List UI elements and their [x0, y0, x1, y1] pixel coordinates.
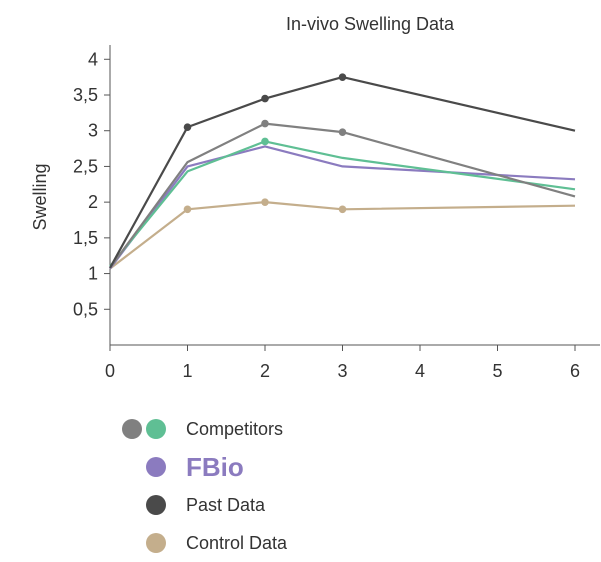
legend-label: Competitors — [186, 418, 284, 439]
axes — [109, 45, 600, 346]
series-line-fbio — [109, 145, 576, 270]
x-tick-label: 4 — [415, 361, 425, 381]
data-point-competitor-green — [261, 137, 269, 146]
x-tick-label: 5 — [492, 361, 502, 381]
x-tick-label: 3 — [337, 361, 347, 381]
data-point-competitor-gray — [338, 128, 347, 136]
series-line-competitor-gray — [109, 122, 576, 269]
data-point-competitor-gray — [261, 119, 269, 128]
series-control — [109, 198, 576, 270]
legend-dot — [146, 457, 166, 477]
y-tick-label: 2 — [88, 192, 98, 212]
series-line-competitor-green — [109, 140, 576, 268]
y-axis-title: Swelling — [30, 163, 50, 230]
y-tick-label: 1,5 — [73, 228, 98, 248]
chart-title: In-vivo Swelling Data — [286, 14, 455, 34]
x-tick-label: 1 — [182, 361, 192, 381]
series-lines — [109, 73, 576, 270]
data-point-past — [261, 94, 269, 103]
x-tick-label: 0 — [105, 361, 115, 381]
data-point-control — [261, 198, 269, 206]
y-tick-label: 3 — [88, 121, 98, 141]
series-competitor-green — [109, 137, 576, 268]
y-tick-label: 3,5 — [73, 85, 98, 105]
y-tick-label: 2,5 — [73, 156, 98, 176]
legend-item: FBio — [102, 448, 502, 486]
y-axis: 0,5 1 1,5 2 2,5 3 3,5 4 — [73, 49, 110, 319]
legend-swatches — [102, 495, 168, 515]
legend-dot — [146, 533, 166, 553]
series-past — [109, 73, 576, 269]
line-chart: In-vivo Swelling Data Swelling 0,5 1 1,5 2 2… — [30, 14, 600, 381]
legend-item: Past Data — [102, 486, 502, 524]
legend-swatches — [102, 533, 168, 553]
legend-dot — [122, 419, 142, 439]
x-tick-label: 6 — [570, 361, 580, 381]
legend-item: Control Data — [102, 524, 502, 562]
legend-dot — [146, 495, 166, 515]
legend-label: FBio — [186, 451, 244, 482]
legend-dot — [146, 419, 166, 439]
legend: Competitors FBio Past Data Control Data — [102, 410, 502, 562]
series-fbio — [109, 145, 576, 270]
legend-label: Control Data — [186, 532, 288, 553]
legend-swatches — [102, 419, 168, 439]
data-point-past — [338, 73, 347, 81]
y-tick-label: 0,5 — [73, 299, 98, 319]
legend-item: Competitors — [102, 410, 502, 448]
legend-swatches — [102, 457, 168, 477]
y-tick-label: 1 — [88, 264, 98, 284]
x-tick-label: 2 — [260, 361, 270, 381]
data-point-control — [338, 205, 347, 214]
series-competitor-gray — [109, 119, 576, 269]
data-point-past — [183, 123, 192, 131]
data-point-control — [183, 205, 192, 214]
legend-label: Past Data — [186, 494, 266, 515]
x-axis: 0 1 2 3 4 5 6 — [105, 345, 580, 381]
y-tick-label: 4 — [88, 49, 98, 69]
